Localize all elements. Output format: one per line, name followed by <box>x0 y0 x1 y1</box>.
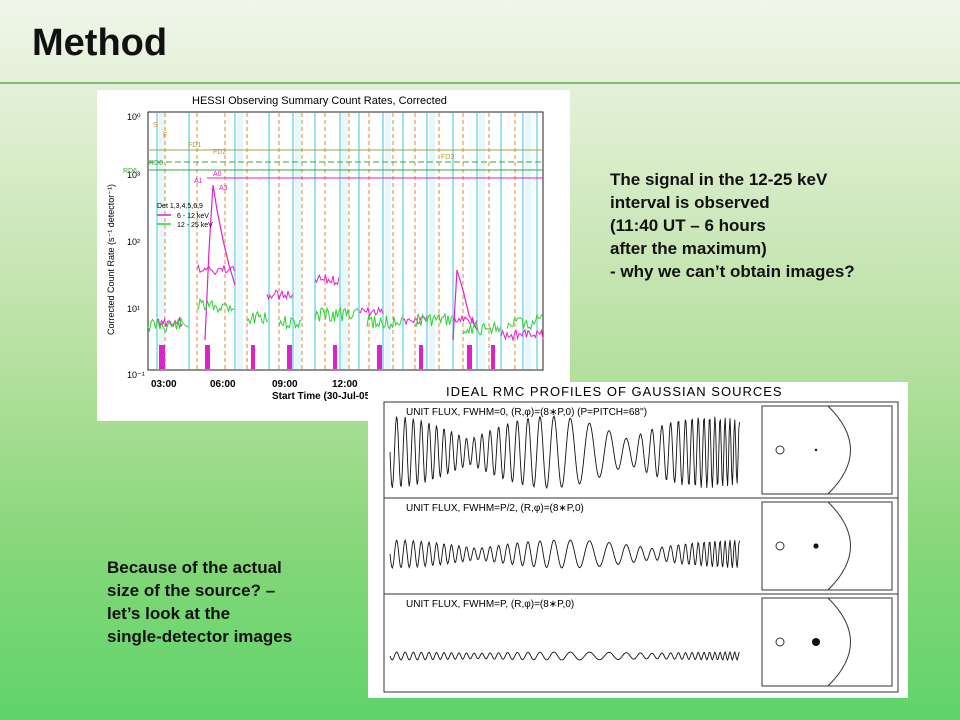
attenuator-block <box>251 345 255 369</box>
flag-label-a3: A3 <box>219 185 228 192</box>
rmc-wave-fwhm-p <box>389 650 740 662</box>
rmc-row-label-1: UNIT FLUX, FWHM=0, (R,φ)=(8∗P,0) (P=PITC… <box>406 407 647 418</box>
x-tick-0300: 03:00 <box>151 379 177 390</box>
source-size-note-line-3: let’s look at the <box>107 604 231 623</box>
y-tick-4: 10⁻¹ <box>127 370 145 380</box>
legend-label-high: 12 - 25 keV <box>177 222 213 229</box>
observation-note-line-2: interval is observed <box>610 193 770 212</box>
hessi-count-rate-figure: HESSI Observing Summary Count Rates, Cor… <box>97 90 570 421</box>
observation-note: The signal in the 12-25 keV interval is … <box>610 168 855 283</box>
source-size-note-line-2: size of the source? – <box>107 581 276 600</box>
rmc-row-label-3: UNIT FLUX, FWHM=P, (R,φ)=(8∗P,0) <box>406 599 574 610</box>
hessi-count-curves <box>147 184 544 369</box>
low-energy-curve <box>500 328 544 342</box>
low-energy-curve <box>196 263 235 276</box>
flag-label-rd0: RD0 <box>149 160 163 167</box>
x-tick-0600: 06:00 <box>210 379 236 390</box>
attenuator-block <box>467 345 472 369</box>
flag-label-fd3: FD3 <box>441 154 454 161</box>
low-energy-curve <box>266 289 293 301</box>
night-band <box>237 113 243 369</box>
rmc-row-label-2: UNIT FLUX, FWHM=P/2, (R,φ)=(8∗P,0) <box>406 503 584 514</box>
high-energy-curve <box>506 313 544 330</box>
observation-note-line-5: - why we can’t obtain images? <box>610 262 855 281</box>
hessi-flag-lines <box>148 113 543 369</box>
attenuator-block <box>159 345 165 369</box>
flag-label-a1: A1 <box>194 178 203 185</box>
flag-label-fd1: FD1 <box>188 142 201 149</box>
title-divider <box>0 82 960 84</box>
rmc-title: IDEAL RMC PROFILES OF GAUSSIAN SOURCES <box>446 384 783 399</box>
flare-peak-curve <box>204 184 236 341</box>
high-energy-curve <box>462 321 501 336</box>
high-energy-curve <box>246 310 269 326</box>
flag-label-f: F <box>163 132 167 139</box>
rmc-wave-fwhm-half <box>389 538 741 570</box>
attenuator-block <box>333 345 337 369</box>
high-energy-curve <box>147 316 189 333</box>
high-energy-curve <box>196 297 235 314</box>
rmc-profiles-figure: IDEAL RMC PROFILES OF GAUSSIAN SOURCES U… <box>368 382 908 698</box>
secondary-peak-curve <box>452 269 478 341</box>
rmc-source-panel-1 <box>761 405 893 495</box>
night-band <box>479 113 485 369</box>
high-energy-curve <box>414 313 453 327</box>
observation-note-line-3: (11:40 UT – 6 hours <box>610 216 766 235</box>
y-tick-3: 10¹ <box>127 304 140 314</box>
source-size-note-line-1: Because of the actual <box>107 558 282 577</box>
low-energy-curve <box>452 314 478 325</box>
hessi-interval-bands <box>156 113 538 369</box>
attenuator-block <box>491 345 495 369</box>
night-band <box>429 113 435 369</box>
attenuator-block <box>377 345 382 369</box>
high-energy-curve <box>278 315 302 330</box>
low-energy-curve <box>358 305 384 318</box>
rmc-wave-fwhm-0 <box>389 415 741 490</box>
high-energy-curve <box>366 314 404 330</box>
attenuator-block <box>419 345 423 369</box>
attenuator-block <box>205 345 210 369</box>
observation-note-line-4: after the maximum) <box>610 239 767 258</box>
rmc-modulation-waves <box>389 415 741 662</box>
flag-label-a0: A0 <box>213 171 222 178</box>
rmc-source-panel-3 <box>761 597 893 687</box>
attenuator-block <box>287 345 292 369</box>
low-energy-curve <box>314 273 340 286</box>
hessi-title: HESSI Observing Summary Count Rates, Cor… <box>192 95 447 107</box>
observation-note-line-1: The signal in the 12-25 keV <box>610 170 828 189</box>
flag-label-rd6: RD6 <box>123 168 137 175</box>
legend-label-low: 6 - 12 keV <box>177 213 209 220</box>
high-energy-curve <box>314 306 359 322</box>
night-band <box>525 113 531 369</box>
night-band <box>159 113 165 369</box>
night-band <box>342 113 348 369</box>
rmc-source-panel-2 <box>761 501 893 591</box>
slide-title: Method <box>32 22 168 64</box>
x-tick-0900: 09:00 <box>272 379 298 390</box>
source-size-note: Because of the actual size of the source… <box>107 556 292 648</box>
y-tick-2: 10² <box>127 237 140 247</box>
hessi-xlabel: Start Time (30-Jul-05 <box>272 391 371 402</box>
y-tick-top: 10⁰ <box>127 112 141 122</box>
source-size-note-line-4: single-detector images <box>107 627 293 646</box>
x-tick-1200: 12:00 <box>332 379 358 390</box>
flag-label-s: S <box>153 122 158 129</box>
y-tick-1: 10³ <box>127 170 140 180</box>
legend-header: Det 1,3,4,5,6,9 <box>157 203 203 210</box>
rmc-frame <box>383 401 899 693</box>
flag-label-fd2: FD2 <box>213 149 226 156</box>
night-band <box>295 113 301 369</box>
night-band <box>385 113 391 369</box>
hessi-ylabel: Corrected Count Rate (s⁻¹ detector⁻¹) <box>106 184 116 335</box>
